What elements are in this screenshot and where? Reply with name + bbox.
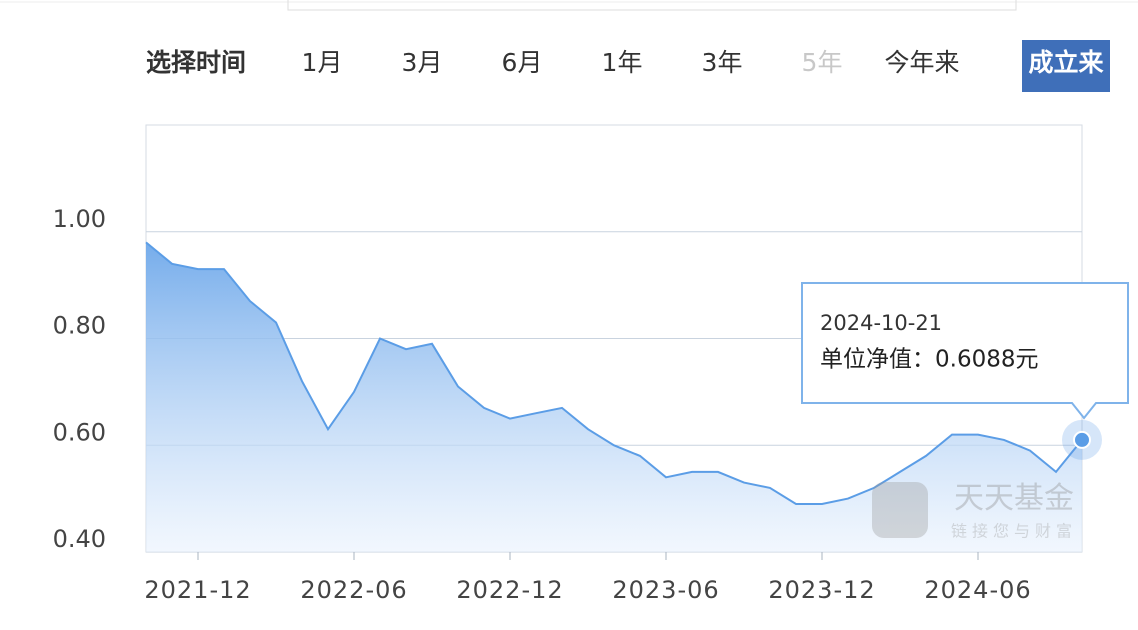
x-tick-label: 2022-12 [456,576,563,604]
selected-bg [1022,40,1110,92]
top-tab [287,0,1017,11]
range-option[interactable]: 成立来 [1028,48,1104,77]
watermark-title: 天天基金 [954,481,1074,516]
y-tick-label: 0.80 [53,312,106,340]
marker [1073,430,1091,449]
range-option: 5年 [802,48,843,77]
watermark-subtitle: 链接您与财富 [951,522,1077,541]
x-tick-label: 2024-06 [924,576,1031,604]
range-option[interactable]: 6月 [502,48,543,77]
watermark: 天天基金 链接您与财富 [872,481,1077,541]
range-option[interactable]: 1月 [302,48,343,77]
range-option[interactable]: 今年来 [884,48,959,77]
watermark-logo [872,482,928,538]
y-tick-label: 0.60 [53,418,106,446]
tooltip-date: 2024-10-21 [820,311,942,335]
x-tick-label: 2023-06 [612,576,719,604]
tooltip: 2024-10-21 单位净值：0.6088元 [801,282,1129,420]
area [146,242,1082,552]
y-tick-label: 0.40 [53,525,106,553]
tooltip-value: 单位净值：0.6088元 [820,347,1038,373]
range-option[interactable]: 3月 [402,48,443,77]
x-tick-label: 2021-12 [144,576,251,604]
tooltip-box [801,282,1129,420]
range-label: 选择时间 [146,48,246,77]
range-option[interactable]: 1年 [602,48,643,77]
x-tick-label: 2023-12 [768,576,875,604]
line [145,241,1083,505]
range-option[interactable]: 3年 [702,48,743,77]
y-tick-label: 1.00 [53,205,106,233]
x-tick-label: 2022-06 [300,576,407,604]
